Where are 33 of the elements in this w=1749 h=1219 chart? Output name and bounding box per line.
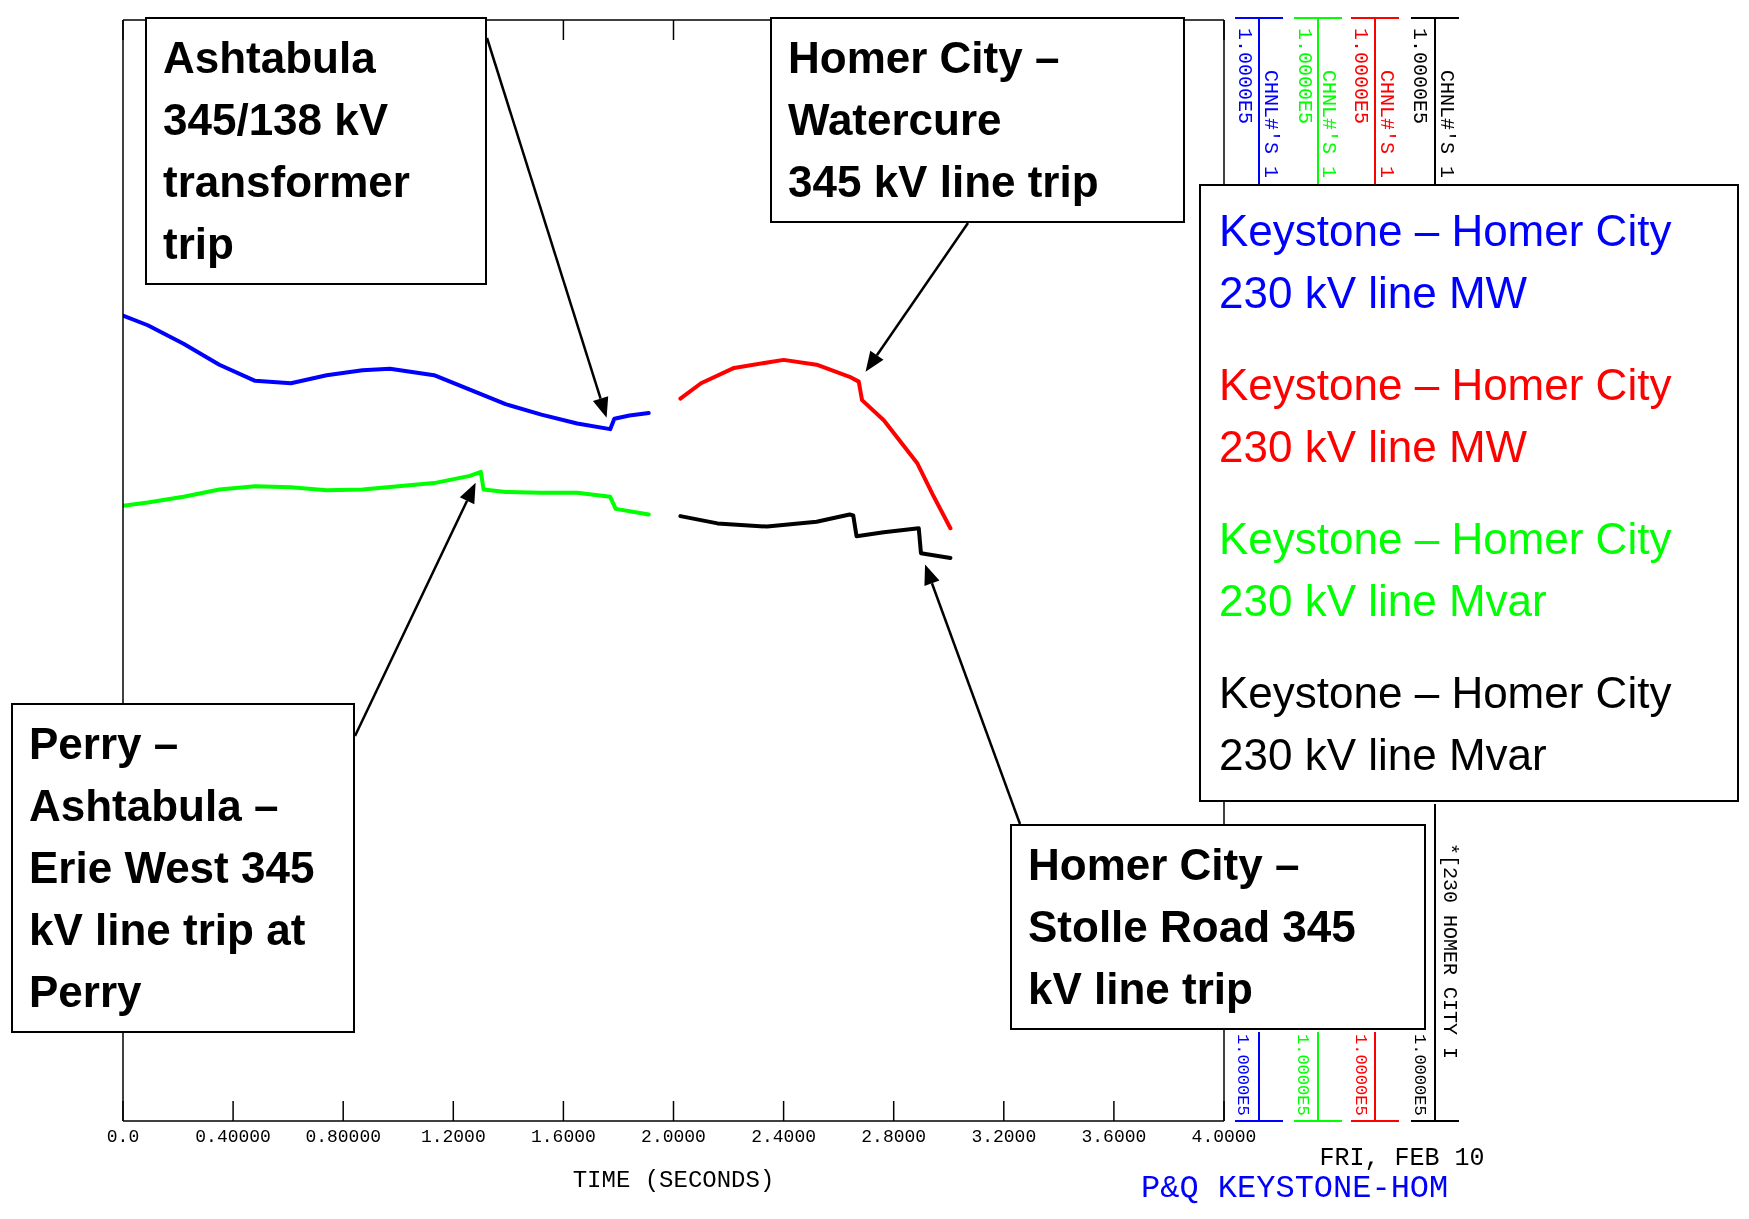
x-axis-title: TIME (SECONDS) <box>572 1166 775 1194</box>
text: 1.0000E5 <box>1292 28 1316 125</box>
text: Keystone – Homer City 230 kV line Mvar <box>1219 513 1673 627</box>
text: 1.0000E5 <box>1350 1034 1370 1116</box>
text: Keystone – Homer City 230 kV line Mvar <box>1219 667 1673 781</box>
annotation: Perry – Ashtabula – Erie West 345 kV line trip at Perry <box>11 703 355 1033</box>
x-tick-label: 3.6000 <box>1081 1127 1147 1147</box>
x-tick-label: 2.4000 <box>751 1127 817 1147</box>
text: Keystone – Homer City 230 kV line MW <box>1219 205 1673 319</box>
x-tick-label: 0.80000 <box>305 1127 382 1147</box>
text: 1.0000E5 <box>1409 1034 1429 1116</box>
x-tick-label: 2.0000 <box>641 1127 706 1147</box>
text: 1.0000E5 <box>1292 1034 1312 1116</box>
text: 1.0000E5 <box>1348 28 1372 125</box>
text: Homer City – Watercure 345 kV line trip <box>770 17 1185 223</box>
x-tick-label: 2.8000 <box>861 1127 927 1147</box>
annotation: Homer City – Stolle Road 345 kV line trip <box>1010 824 1426 1030</box>
text: Keystone – Homer City 230 kV line MW <box>1219 359 1673 473</box>
x-tick-label: 4.0000 <box>1191 1127 1257 1147</box>
text: *[230 HOMER CITY I <box>1437 843 1461 1060</box>
x-tick-label: 0.0 <box>106 1127 140 1147</box>
text: 1.0000E5 <box>1407 28 1431 125</box>
text: Ashtabula 345/138 kV transformer trip <box>145 17 487 285</box>
text: CHNL#'S 1 <box>1258 70 1282 179</box>
text: 1.0000E5 <box>1232 28 1256 125</box>
text: CHNL#'S 1 <box>1374 70 1398 179</box>
text: CHNL#'S 1 <box>1434 70 1458 179</box>
x-tick-label: 1.6000 <box>530 1127 596 1147</box>
x-tick-label: 3.2000 <box>971 1127 1037 1147</box>
text: 1.0000E5 <box>1232 1034 1252 1116</box>
text: CHNL#'S 1 <box>1316 70 1340 179</box>
x-tick-label: 0.40000 <box>195 1127 271 1147</box>
x-tick-label: 1.2000 <box>420 1127 486 1147</box>
